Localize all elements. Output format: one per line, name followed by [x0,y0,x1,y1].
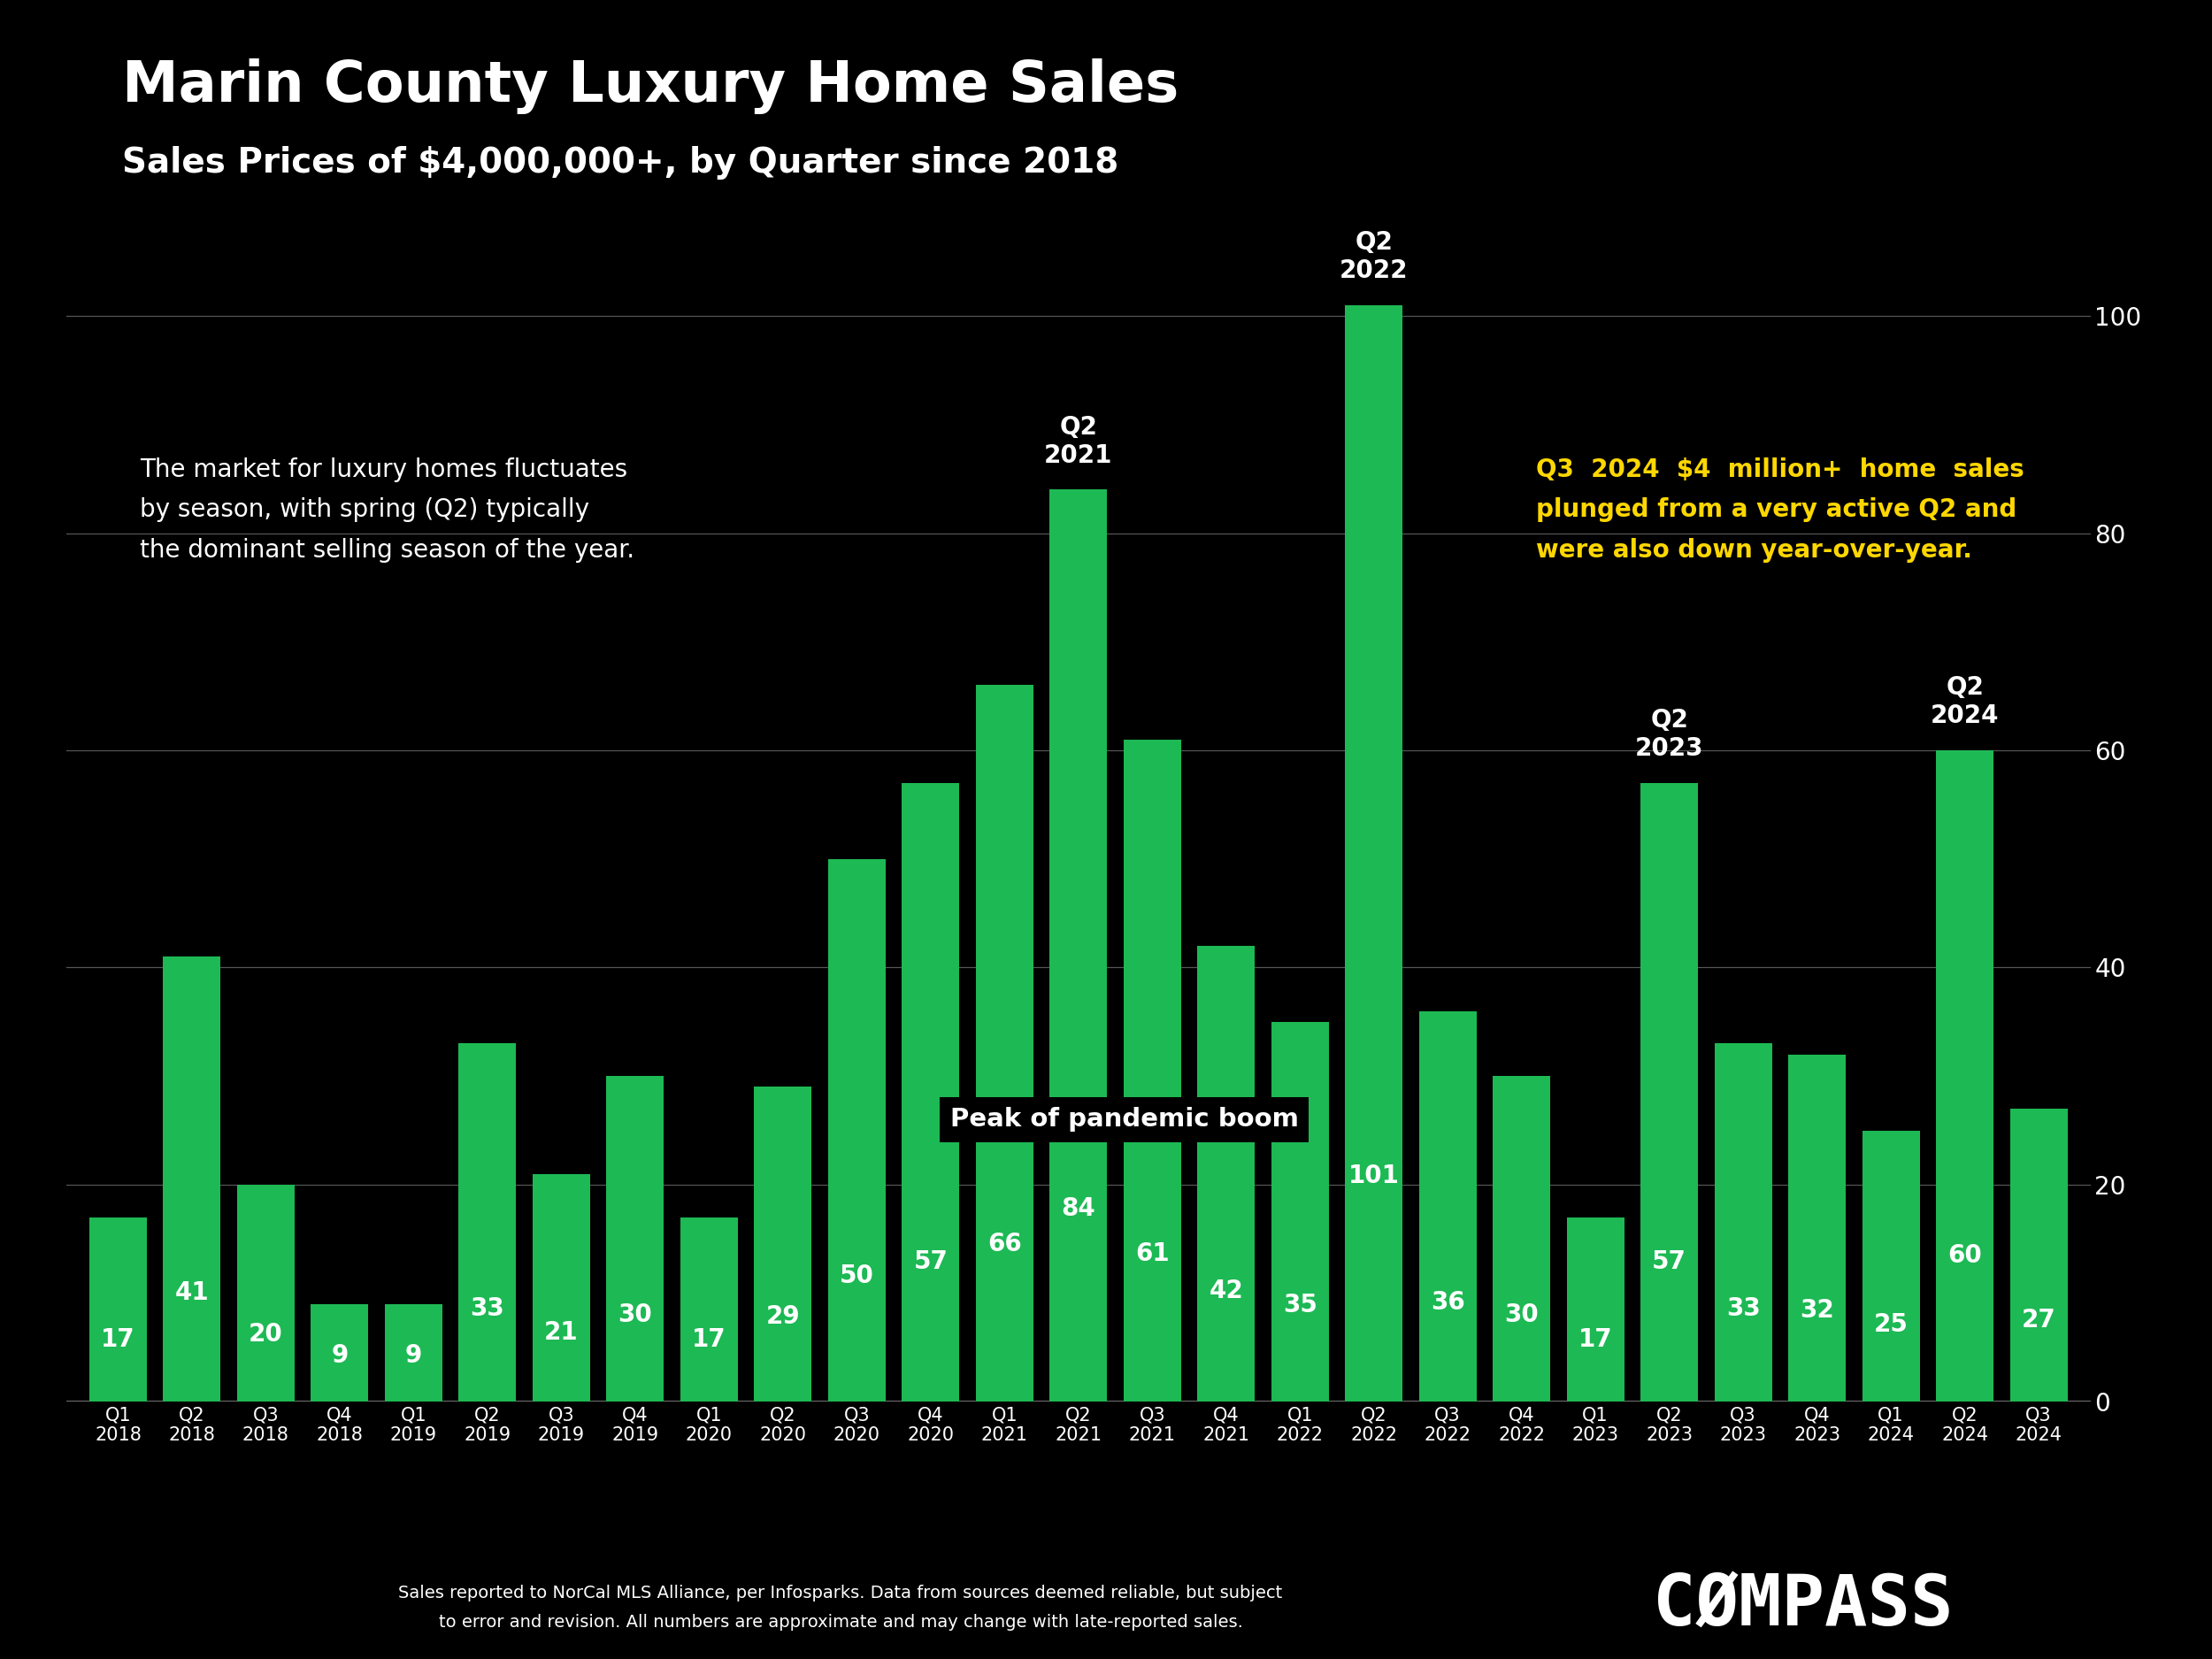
Bar [1197,946,1254,1402]
Text: Sales reported to NorCal MLS Alliance, per Infosparks. Data from sources deemed : Sales reported to NorCal MLS Alliance, p… [398,1584,1283,1601]
Text: 42: 42 [1210,1279,1243,1304]
Text: 101: 101 [1349,1163,1400,1188]
Text: 9: 9 [332,1344,347,1369]
Bar [1787,1055,1845,1402]
Bar [827,859,885,1402]
Text: 17: 17 [692,1327,726,1352]
Bar [754,1087,812,1402]
Text: Peak of pandemic boom: Peak of pandemic boom [949,1107,1298,1131]
Text: 57: 57 [1652,1249,1686,1274]
Text: Q3  2024  $4  million+  home  sales
plunged from a very active Q2 and
were also : Q3 2024 $4 million+ home sales plunged f… [1537,458,2024,562]
Text: 36: 36 [1431,1291,1464,1316]
Bar [1641,783,1699,1402]
Bar [1345,305,1402,1402]
Text: 57: 57 [914,1249,947,1274]
Text: 27: 27 [2022,1307,2055,1332]
Text: Marin County Luxury Home Sales: Marin County Luxury Home Sales [122,58,1179,114]
Bar [1272,1022,1329,1402]
Bar [902,783,960,1402]
Text: 21: 21 [544,1321,577,1344]
Text: 84: 84 [1062,1196,1095,1221]
Bar [1863,1130,1920,1402]
Text: 20: 20 [248,1322,283,1347]
Bar [533,1175,591,1402]
Bar [164,957,221,1402]
Text: 29: 29 [765,1304,801,1329]
Text: 61: 61 [1135,1241,1170,1266]
Text: 9: 9 [405,1344,422,1369]
Text: 41: 41 [175,1281,208,1306]
Text: |: | [971,1105,982,1135]
Text: |: | [1267,1105,1276,1135]
Bar [1566,1218,1624,1402]
Bar [312,1304,369,1402]
Text: 33: 33 [471,1296,504,1321]
Text: 25: 25 [1874,1312,1909,1337]
Bar [2011,1108,2068,1402]
Bar [1493,1077,1551,1402]
Bar [237,1185,294,1402]
Text: 32: 32 [1801,1299,1834,1322]
Text: 33: 33 [1725,1296,1761,1321]
Text: Q2
2022: Q2 2022 [1340,231,1409,284]
Text: 66: 66 [987,1231,1022,1256]
Text: Q2
2024: Q2 2024 [1931,675,2000,728]
Bar [1936,750,1993,1402]
Bar [385,1304,442,1402]
Text: 60: 60 [1947,1244,1982,1267]
Text: Q2
2023: Q2 2023 [1635,708,1703,761]
Text: 17: 17 [1579,1327,1613,1352]
Text: Sales Prices of $4,000,000+, by Quarter since 2018: Sales Prices of $4,000,000+, by Quarter … [122,146,1119,179]
Bar [1124,740,1181,1402]
Bar [88,1218,146,1402]
Text: 30: 30 [617,1302,653,1327]
Bar [975,685,1033,1402]
Text: 30: 30 [1504,1302,1540,1327]
Bar [1418,1010,1475,1402]
Text: to error and revision. All numbers are approximate and may change with late-repo: to error and revision. All numbers are a… [438,1614,1243,1631]
Text: The market for luxury homes fluctuates
by season, with spring (Q2) typically
the: The market for luxury homes fluctuates b… [139,458,635,562]
Bar [1714,1044,1772,1402]
Bar [458,1044,515,1402]
Text: Q2
2021: Q2 2021 [1044,415,1113,468]
Text: 35: 35 [1283,1292,1316,1317]
Bar [1048,489,1108,1402]
Bar [681,1218,739,1402]
Text: CØMPASS: CØMPASS [1652,1571,1953,1641]
Bar [606,1077,664,1402]
Text: 17: 17 [102,1327,135,1352]
Text: 50: 50 [841,1262,874,1287]
